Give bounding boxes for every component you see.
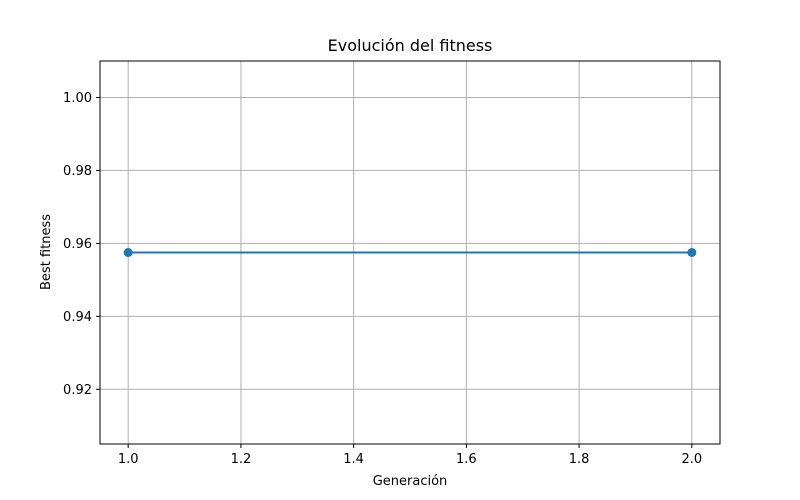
y-tick-label: 0.94 [63, 310, 92, 325]
x-tick-label: 2.0 [681, 452, 702, 467]
series-layer [123, 248, 697, 257]
plot-area [99, 60, 721, 445]
x-tick-label: 1.4 [343, 452, 364, 467]
y-tick-label: 0.98 [63, 164, 92, 179]
x-tick-label: 1.8 [569, 452, 590, 467]
data-point [687, 248, 697, 257]
y-axis: 0.92 0.94 0.96 0.98 1.00 [63, 91, 100, 398]
x-axis: 1.0 1.2 1.4 1.6 1.8 2.0 [118, 444, 702, 467]
y-tick-label: 0.92 [63, 383, 92, 398]
x-axis-label: Generación [373, 474, 448, 489]
x-tick-label: 1.2 [231, 452, 252, 467]
y-tick-label: 1.00 [63, 91, 92, 106]
chart-title: Evolución del fitness [328, 36, 493, 55]
y-tick-label: 0.96 [63, 237, 92, 252]
x-tick-label: 1.6 [456, 452, 477, 467]
x-tick-label: 1.0 [118, 452, 139, 467]
y-axis-label: Best fitness [39, 214, 54, 290]
data-point [123, 248, 133, 257]
